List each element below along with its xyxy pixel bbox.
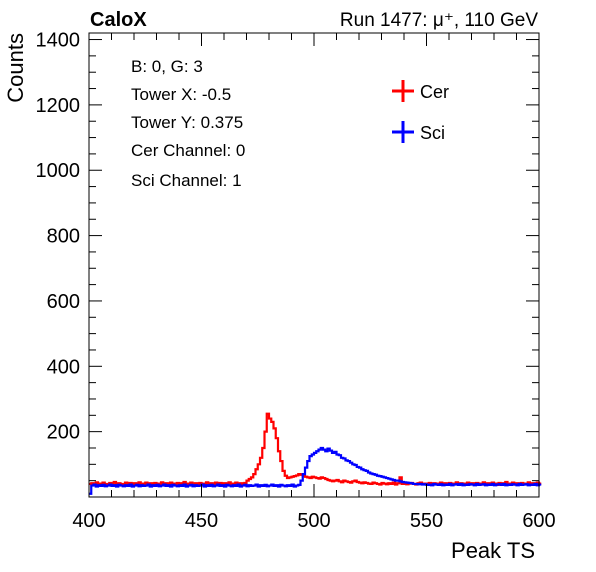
y-tick-label: 800: [47, 226, 80, 248]
y-axis: 200 400 600 800 1000 1200 1400: [36, 30, 539, 498]
x-tick-label: 500: [297, 510, 330, 532]
y-tick-label: 1400: [36, 30, 81, 52]
y-tick-label: 400: [47, 356, 80, 378]
x-tick-label: 550: [410, 510, 443, 532]
legend: Cer Sci: [392, 80, 449, 143]
experiment-title: CaloX: [90, 9, 147, 31]
legend-marker-cer: [392, 80, 414, 102]
x-tick-label: 400: [72, 510, 105, 532]
info-line-tower-x: Tower X: -0.5: [131, 85, 231, 104]
x-axis-label: Peak TS: [451, 538, 535, 563]
y-tick-label: 200: [47, 422, 80, 444]
legend-label-cer: Cer: [420, 82, 449, 102]
info-box: B: 0, G: 3 Tower X: -0.5 Tower Y: 0.375 …: [131, 57, 245, 190]
series-line-sci: [89, 446, 542, 495]
x-tick-label: 600: [522, 510, 555, 532]
info-line-board: B: 0, G: 3: [131, 57, 203, 76]
legend-label-sci: Sci: [420, 123, 445, 143]
y-tick-label: 1000: [36, 160, 81, 182]
y-axis-label: Counts: [3, 33, 28, 103]
info-line-sci-channel: Sci Channel: 1: [131, 171, 242, 190]
x-tick-label: 450: [185, 510, 218, 532]
series-layer: [89, 412, 542, 495]
legend-marker-sci: [392, 121, 414, 143]
info-line-tower-y: Tower Y: 0.375: [131, 113, 243, 132]
y-tick-label: 600: [47, 291, 80, 313]
x-axis: 400 450 500 550 600: [72, 33, 556, 532]
run-info-title: Run 1477: μ⁺, 110 GeV: [340, 10, 538, 31]
info-line-cer-channel: Cer Channel: 0: [131, 141, 245, 160]
y-tick-label: 1200: [36, 95, 81, 117]
